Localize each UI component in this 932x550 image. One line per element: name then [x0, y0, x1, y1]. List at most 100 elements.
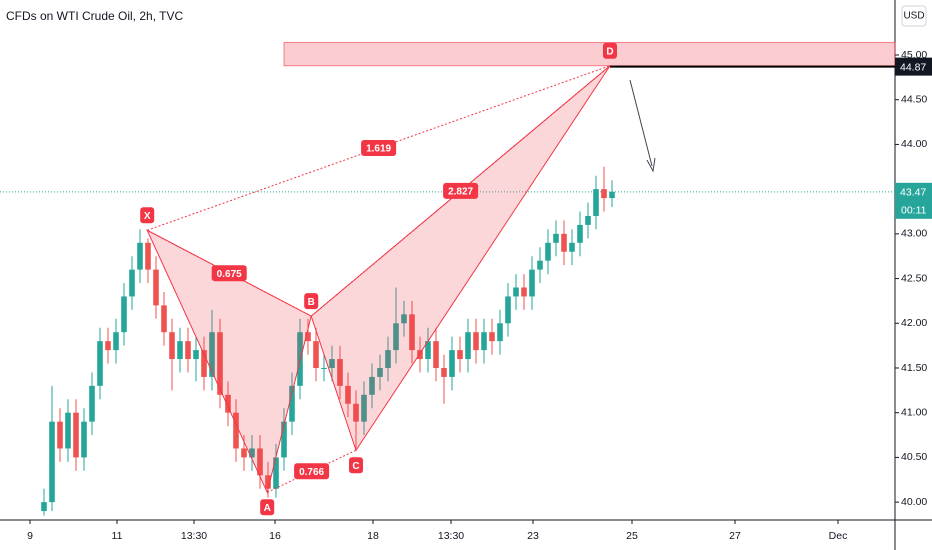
candle-body	[393, 323, 399, 351]
candle-body	[537, 260, 543, 270]
candle-body	[145, 242, 151, 270]
candle-body	[417, 350, 423, 360]
candle-body	[545, 242, 551, 261]
candle-body	[369, 376, 375, 395]
candle-body	[425, 341, 431, 360]
candle-body	[129, 269, 135, 297]
candle-body	[161, 305, 167, 333]
ratio-label-bg	[361, 139, 397, 156]
candle-body	[473, 332, 479, 351]
candle-body	[225, 394, 231, 413]
candle-body	[401, 314, 407, 324]
candle-body	[105, 341, 111, 351]
candle-body	[113, 332, 119, 351]
candle-body	[249, 448, 255, 458]
x-tick-label: 18	[367, 530, 379, 542]
x-tick-label: 27	[729, 530, 741, 542]
candle-body	[185, 341, 191, 360]
y-tick-label: 43.00	[901, 228, 927, 240]
candle-body	[329, 359, 335, 368]
y-tick-label: 42.00	[901, 317, 927, 329]
candle-body	[137, 242, 143, 270]
candle-body	[585, 215, 591, 225]
candle-body	[353, 403, 359, 422]
candle-body	[169, 332, 175, 360]
candle-body	[601, 189, 607, 199]
candle-body	[449, 350, 455, 377]
candle-body	[569, 242, 575, 252]
y-tick-label: 42.50	[901, 272, 927, 284]
point-label: A	[264, 503, 271, 514]
ratio-label: 1.619	[366, 144, 391, 155]
candle-body	[177, 341, 183, 360]
point-label-bg	[260, 499, 275, 516]
y-tick-label: 44.50	[901, 93, 927, 105]
candle-body	[153, 269, 159, 306]
candle-body	[505, 296, 511, 324]
candle-body	[497, 323, 503, 342]
candle-body	[257, 448, 263, 476]
ratio-label-bg	[443, 182, 479, 199]
ratio-label: 0.766	[299, 467, 324, 478]
point-label: C	[352, 461, 359, 472]
y-tick-label: 44.00	[901, 138, 927, 150]
ratio-label-bg	[211, 265, 247, 282]
candle-body	[385, 350, 391, 368]
candle-body	[345, 385, 351, 404]
countdown-label: 00:11	[901, 205, 927, 217]
ratio-label-bg	[294, 463, 330, 480]
candle-body	[441, 367, 447, 377]
x-tick-label: 11	[112, 530, 123, 542]
currency-label: USD	[903, 11, 924, 22]
candle-body	[457, 350, 463, 360]
y-tick-label: 41.50	[901, 362, 927, 374]
last-price-bg	[895, 182, 932, 219]
candle-body	[305, 332, 311, 342]
candle-body	[121, 296, 127, 333]
candle-body	[97, 341, 103, 386]
candle-body	[561, 233, 567, 252]
chart-title: CFDs on WTI Crude Oil, 2h, TVC	[6, 9, 183, 23]
candle-body	[193, 350, 199, 360]
candle-body	[241, 448, 247, 458]
candle-body	[321, 367, 327, 369]
candle-body	[481, 332, 487, 351]
y-tick-label: 41.00	[901, 406, 927, 418]
arrow-line	[629, 79, 653, 167]
x-tick-label: 23	[527, 530, 539, 542]
candle-body	[529, 269, 535, 297]
x-tick-label: 13:30	[181, 530, 207, 542]
candle-body	[433, 341, 439, 368]
y-tick-label: 40.50	[901, 451, 927, 463]
x-tick-label: 16	[269, 530, 281, 542]
candle-body	[489, 332, 495, 342]
candle-body	[289, 385, 295, 422]
point-label-bg	[304, 293, 319, 310]
point-label-bg	[603, 42, 617, 59]
candle-body	[313, 341, 319, 368]
last-price-label: 43.47	[900, 187, 926, 199]
x-tick-label: 9	[27, 530, 33, 542]
candle-body	[49, 421, 55, 503]
candle-body	[73, 412, 79, 458]
candle-body	[81, 421, 87, 458]
target-zone	[283, 41, 896, 67]
arrow-head	[646, 157, 656, 173]
point-label: X	[144, 211, 151, 222]
candle-body	[521, 287, 527, 297]
target-price-label: 44.87	[900, 61, 926, 73]
candle-body	[89, 385, 95, 422]
candle-body	[409, 314, 415, 351]
candle-body	[65, 412, 71, 449]
point-label-bg	[349, 457, 363, 474]
candle-body	[577, 224, 583, 243]
ratio-label: 0.675	[217, 269, 242, 280]
y-tick-label: 40.00	[901, 496, 927, 508]
currency-button[interactable]	[901, 5, 927, 27]
x-tick-label: Dec	[829, 530, 848, 542]
plot: 0.675 0.766 1.619 2.827 X A B C D	[0, 41, 896, 516]
point-label: B	[308, 297, 315, 308]
candle-body	[209, 332, 215, 377]
point-label-bg	[140, 207, 155, 224]
x-tick-label: 25	[626, 530, 638, 542]
